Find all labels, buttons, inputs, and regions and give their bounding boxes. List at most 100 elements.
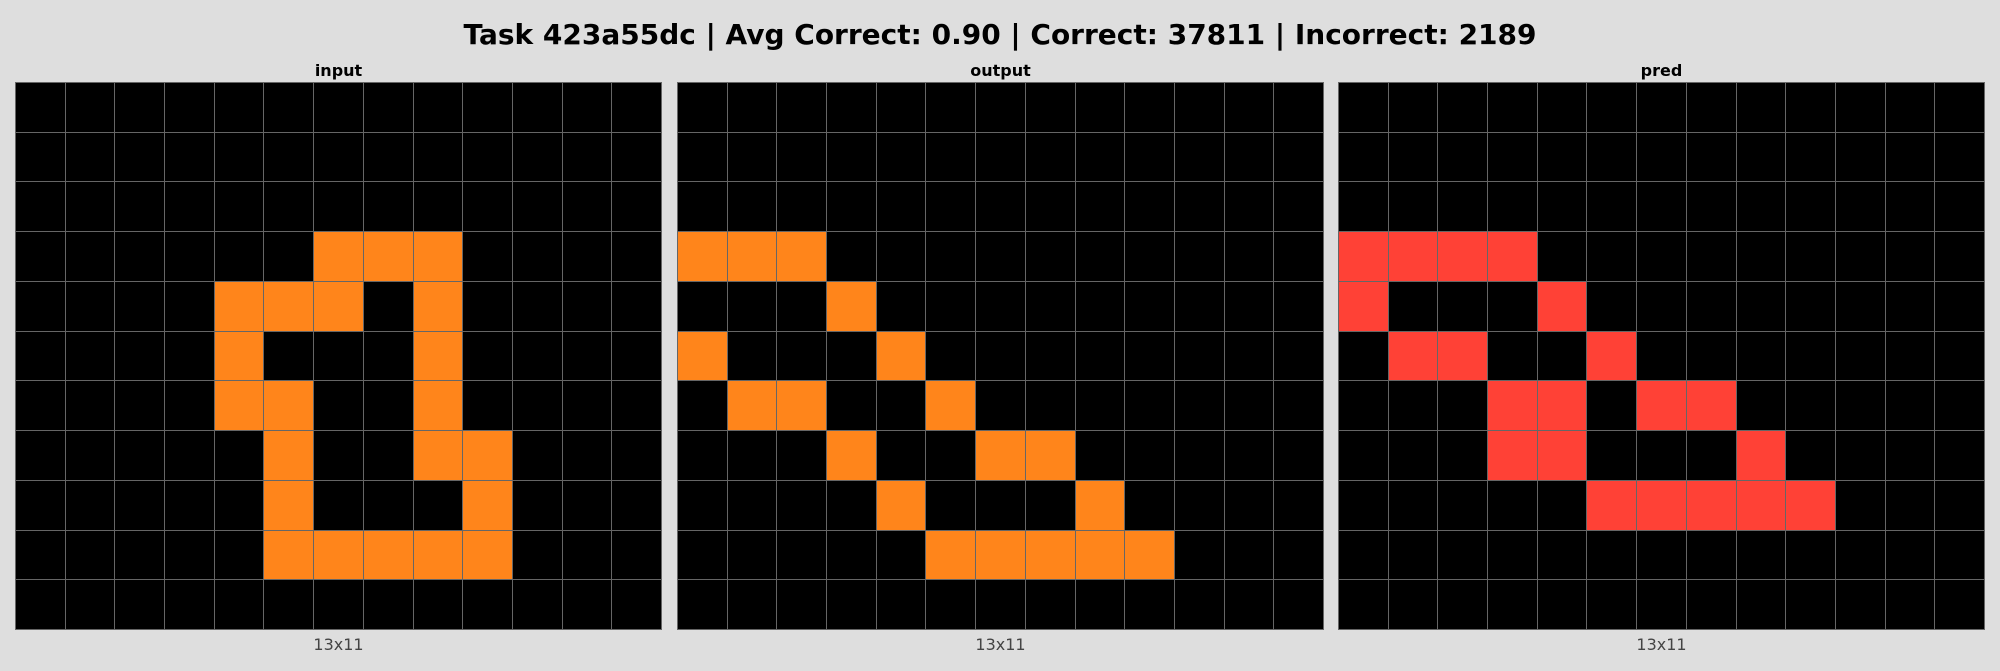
grid-cell <box>214 232 265 282</box>
grid-cell <box>413 182 464 233</box>
grid-cell <box>1686 281 1737 332</box>
grid-cell <box>314 381 364 432</box>
grid-cell <box>115 182 166 233</box>
grid-cell <box>976 431 1026 481</box>
grid-cell <box>1339 331 1389 382</box>
grid-cell <box>827 530 877 581</box>
grid-cell <box>976 281 1026 332</box>
grid-cell <box>876 431 927 481</box>
grid-cell <box>777 580 828 630</box>
grid-cell <box>115 83 166 133</box>
grid-cell <box>976 580 1026 630</box>
grid-cell <box>562 281 613 332</box>
grid-cell <box>1025 331 1076 382</box>
grid-cell <box>727 381 778 432</box>
grid-cell <box>1174 232 1225 282</box>
grid-cell <box>363 331 414 382</box>
grid-cell <box>678 331 728 382</box>
grid-cell <box>876 182 927 233</box>
grid-cell <box>1835 580 1886 630</box>
grid-cell <box>562 480 613 531</box>
grid-cell <box>413 232 464 282</box>
grid-cell <box>363 431 414 481</box>
grid-cell <box>1637 331 1687 382</box>
grid-cell <box>678 381 728 432</box>
grid-cell <box>65 480 116 531</box>
grid-cell <box>413 381 464 432</box>
grid-cell <box>1488 480 1538 531</box>
grid-cell <box>165 232 215 282</box>
grid-cell <box>1488 530 1538 581</box>
grid-cell <box>65 530 116 581</box>
grid-cell <box>1637 580 1687 630</box>
grid-cell <box>1885 331 1936 382</box>
grid-cell <box>1274 182 1324 233</box>
grid-cell <box>463 431 513 481</box>
grid-cell <box>1388 381 1439 432</box>
grid-cell <box>1025 281 1076 332</box>
grid-cell <box>1736 530 1787 581</box>
grid-cell <box>1736 132 1787 183</box>
grid-cell <box>1537 331 1588 382</box>
grid-cell <box>1025 232 1076 282</box>
grid-cell <box>727 83 778 133</box>
grid-cell <box>562 232 613 282</box>
grid-cell <box>1835 331 1886 382</box>
output-grid <box>677 82 1324 630</box>
grid-cell <box>1736 381 1787 432</box>
grid-cell <box>463 381 513 432</box>
grid-cell <box>1388 232 1439 282</box>
grid-cell <box>876 480 927 531</box>
grid-cell <box>827 480 877 531</box>
grid-cell <box>16 83 66 133</box>
grid-cell <box>1388 480 1439 531</box>
grid-cell <box>1637 530 1687 581</box>
grid-cell <box>612 331 662 382</box>
grid-cell <box>1587 480 1638 531</box>
grid-cell <box>926 83 977 133</box>
grid-cell <box>827 331 877 382</box>
grid-cell <box>1587 232 1638 282</box>
grid-cell <box>1224 281 1275 332</box>
grid-cell <box>727 431 778 481</box>
grid-cell <box>214 132 265 183</box>
grid-cell <box>363 480 414 531</box>
grid-cell <box>1075 281 1126 332</box>
grid-cell <box>926 431 977 481</box>
grid-cell <box>827 83 877 133</box>
grid-cell <box>115 530 166 581</box>
grid-cell <box>926 132 977 183</box>
grid-cell <box>1587 381 1638 432</box>
grid-cell <box>1488 83 1538 133</box>
grid-cell <box>512 431 563 481</box>
grid-cell <box>876 281 927 332</box>
grid-cell <box>65 281 116 332</box>
grid-cell <box>1488 232 1538 282</box>
grid-cell <box>1686 232 1737 282</box>
grid-cell <box>363 232 414 282</box>
grid-cell <box>264 580 315 630</box>
page-title: Task 423a55dc | Avg Correct: 0.90 | Corr… <box>463 18 1537 51</box>
grid-cell <box>1125 281 1175 332</box>
output-size: 13x11 <box>975 635 1026 654</box>
grid-cell <box>1025 431 1076 481</box>
grid-cell <box>1686 182 1737 233</box>
grid-cell <box>727 132 778 183</box>
grid-cell <box>777 182 828 233</box>
grid-cell <box>1935 331 1985 382</box>
grid-cell <box>512 232 563 282</box>
grid-cell <box>1438 83 1489 133</box>
grid-cell <box>1339 530 1389 581</box>
grid-cell <box>562 431 613 481</box>
grid-cell <box>214 580 265 630</box>
grid-cell <box>314 480 364 531</box>
grid-cell <box>314 132 364 183</box>
grid-cell <box>1438 132 1489 183</box>
grid-cell <box>1537 530 1588 581</box>
grid-cell <box>1537 381 1588 432</box>
grid-cell <box>1786 530 1836 581</box>
grid-cell <box>1935 431 1985 481</box>
grid-cell <box>463 331 513 382</box>
grid-cell <box>16 580 66 630</box>
grid-cell <box>562 530 613 581</box>
